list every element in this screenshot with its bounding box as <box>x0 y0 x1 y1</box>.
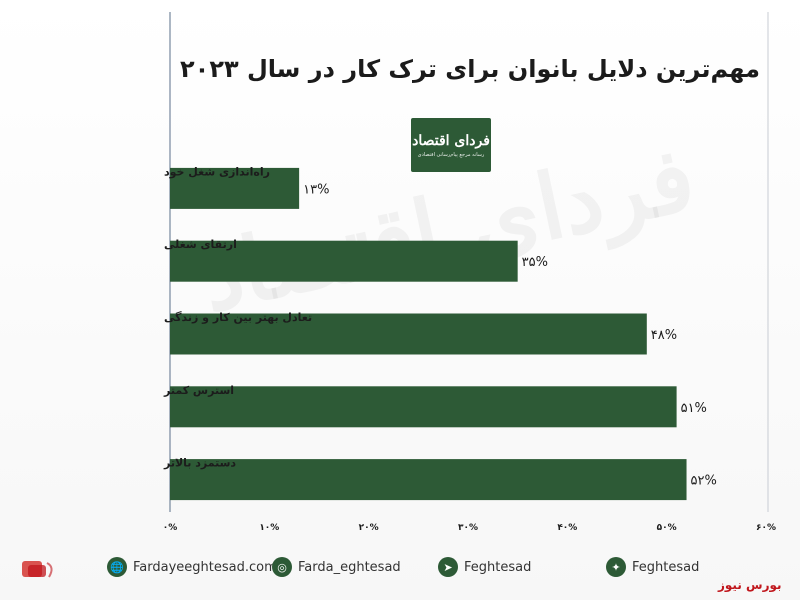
bourse-news-text: بورس نیوز <box>718 578 782 592</box>
brand-logo-subtitle: رسانه مرجع پیام‌رسانی اقتصادی <box>417 151 485 158</box>
category-label: تعادل بهتر بین کار و زندگی <box>164 311 312 324</box>
twitter-link[interactable]: ✦ Feghtesad <box>606 552 699 582</box>
globe-icon: 🌐 <box>107 557 127 577</box>
brand-logo-text: فردای اقتصاد <box>412 132 490 149</box>
value-label: ۳۵% <box>522 255 548 270</box>
x-tick-label: ۰% <box>163 523 178 533</box>
bar <box>170 167 300 209</box>
x-tick-label: ۴۰% <box>557 523 577 533</box>
bar <box>170 459 687 501</box>
chart-title: مهم‌ترین دلایل بانوان برای ترک کار در سا… <box>180 55 760 83</box>
value-label: ۱۳% <box>303 182 329 197</box>
instagram-icon: ◎ <box>272 557 292 577</box>
twitter-text: Feghtesad <box>632 559 700 575</box>
value-label: ۵۲% <box>691 474 717 489</box>
twitter-icon: ✦ <box>606 557 626 577</box>
instagram-text: Farda_eghtesad <box>298 559 401 575</box>
instagram-link[interactable]: ◎ Farda_eghtesad <box>272 552 401 582</box>
value-label: ۴۸% <box>651 328 677 343</box>
bar <box>170 240 518 282</box>
category-label: استرس کمتر <box>163 384 234 397</box>
footer: 🌐 Fardayeeghtesad.com ◎ Farda_eghtesad ➤… <box>0 552 800 582</box>
bar <box>170 386 677 428</box>
category-label: ارتقای شغلی <box>164 238 237 251</box>
bar <box>170 313 647 355</box>
x-tick-label: ۳۰% <box>458 523 478 533</box>
website-link[interactable]: 🌐 Fardayeeghtesad.com <box>107 552 277 582</box>
category-label: دستمزد بالاتر <box>163 457 236 470</box>
value-label: ۵۱% <box>681 401 707 416</box>
website-text: Fardayeeghtesad.com <box>133 559 277 575</box>
bourse-news-logo-icon <box>22 561 53 578</box>
telegram-text: Feghtesad <box>464 559 532 575</box>
telegram-link[interactable]: ➤ Feghtesad <box>438 552 531 582</box>
brand-logo: فردای اقتصاد رسانه مرجع پیام‌رسانی اقتصا… <box>411 118 491 172</box>
x-tick-label: ۶۰% <box>756 523 776 533</box>
x-tick-label: ۵۰% <box>657 523 677 533</box>
x-tick-label: ۱۰% <box>259 523 279 533</box>
telegram-icon: ➤ <box>438 557 458 577</box>
category-label: راه‌اندازی شغل خود <box>164 165 270 178</box>
bourse-news-logo <box>18 556 60 582</box>
x-tick-label: ۲۰% <box>359 523 379 533</box>
